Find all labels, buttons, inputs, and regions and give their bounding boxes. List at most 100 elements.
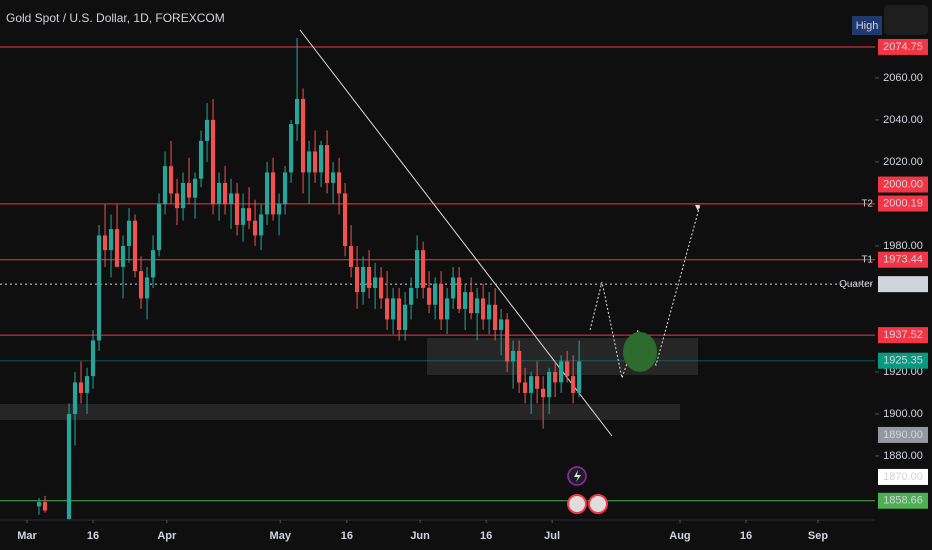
candle-body <box>414 250 420 288</box>
candle-body <box>390 298 396 320</box>
candle-body <box>511 350 516 362</box>
level-tag: T1 <box>861 254 873 265</box>
candle-body <box>487 304 492 320</box>
candle-body <box>72 382 78 414</box>
price-label: 1961.80 <box>883 278 923 290</box>
price-label: 2074.75 <box>883 41 923 53</box>
candle-body <box>222 182 228 204</box>
candle-body <box>108 229 114 251</box>
candle-body <box>378 277 384 299</box>
price-label-box <box>878 38 928 55</box>
candle-body <box>138 271 144 299</box>
candle-body <box>42 502 48 511</box>
candle-body <box>198 140 204 179</box>
candle-body <box>120 245 126 267</box>
high-button[interactable] <box>852 16 882 35</box>
price-label-box <box>878 176 928 193</box>
y-tick-label: 1980.00 <box>883 240 923 252</box>
candle-body <box>559 361 564 383</box>
x-tick-label: 16 <box>480 530 492 542</box>
x-tick-label: Aug <box>669 530 690 542</box>
candle-body <box>264 172 270 215</box>
target-marker <box>623 332 657 372</box>
candle-body <box>523 382 528 393</box>
candle-body <box>258 214 264 236</box>
candle-body <box>318 145 324 173</box>
candle-body <box>457 277 462 309</box>
candle-body <box>216 182 222 204</box>
y-tick-label: 2020.00 <box>883 156 923 168</box>
price-label-box <box>878 276 928 293</box>
candle-body <box>396 298 402 330</box>
button-label: High <box>856 20 879 32</box>
candle-body <box>102 235 108 251</box>
candle-body <box>535 376 540 389</box>
candle-body <box>330 172 336 183</box>
candle-body <box>499 319 504 330</box>
flag-icon[interactable] <box>588 494 608 514</box>
x-tick-label: 16 <box>341 530 353 542</box>
candle-body <box>571 376 576 393</box>
candle-body <box>144 277 150 299</box>
candle-body <box>252 220 258 236</box>
button-box[interactable] <box>884 5 928 35</box>
candle-body <box>312 151 318 173</box>
candle-body <box>384 298 390 320</box>
candle-body <box>96 235 102 341</box>
candle-body <box>300 98 306 173</box>
candle-body <box>234 193 240 225</box>
time-axis <box>0 520 932 550</box>
candle-body <box>408 287 414 305</box>
candle-body <box>150 250 156 278</box>
y-tick-label: 1920.00 <box>883 366 923 378</box>
candle-body <box>354 266 360 293</box>
candle-body <box>240 208 246 225</box>
candle-body <box>210 119 216 204</box>
candle-body <box>66 413 72 519</box>
candle-body <box>270 172 276 215</box>
zone <box>0 404 680 420</box>
price-label-box <box>878 251 928 268</box>
candle-body <box>529 376 534 393</box>
candle-body <box>114 229 120 267</box>
level-tag: Quarter <box>839 279 874 290</box>
candle-body <box>78 382 84 393</box>
candle-body <box>517 350 522 383</box>
candle-body <box>481 298 486 320</box>
price-label: 2000.00 <box>883 178 923 190</box>
y-tick-label: 1900.00 <box>883 408 923 420</box>
candle-body <box>174 193 180 209</box>
candle-body <box>420 250 426 288</box>
candle-body <box>294 98 300 125</box>
price-label: 1925.35 <box>883 355 923 367</box>
x-tick-label: 16 <box>87 530 99 542</box>
candle-body <box>432 283 438 305</box>
candle-body <box>282 172 288 204</box>
candle-body <box>493 304 498 330</box>
x-tick-label: Jun <box>410 530 430 542</box>
candle-body <box>366 266 372 288</box>
candle-body <box>156 203 162 251</box>
candle-body <box>288 124 294 173</box>
candle-body <box>565 361 570 377</box>
candle-body <box>180 182 186 209</box>
candle-body <box>547 371 552 398</box>
candle-body <box>360 266 366 293</box>
candle-body <box>204 119 210 141</box>
candle-body <box>162 166 168 204</box>
candle-body <box>577 361 582 393</box>
chart-title: Gold Spot / U.S. Dollar, 1D, FOREXCOM <box>6 11 225 25</box>
y-tick-label: 1880.00 <box>883 450 923 462</box>
candle-body <box>505 319 510 362</box>
candle-body <box>553 371 558 383</box>
price-label-box <box>878 352 928 369</box>
candle-body <box>463 292 468 309</box>
price-label: 2000.19 <box>883 197 923 209</box>
price-label: 1870.00 <box>883 471 923 483</box>
candle-body <box>348 245 354 267</box>
y-tick-label: 2060.00 <box>883 72 923 84</box>
price-label-box <box>878 195 928 212</box>
flag-icon[interactable] <box>567 494 587 514</box>
